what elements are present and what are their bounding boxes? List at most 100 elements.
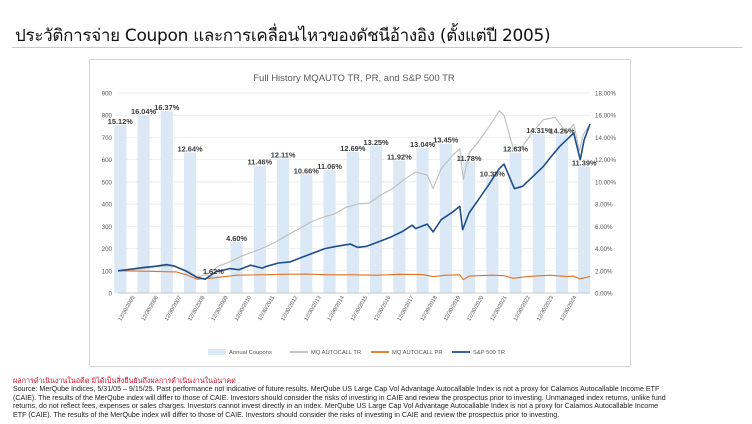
x-axis-tick-label: 12/30/2014 [327,295,346,322]
coupon-bar [114,125,127,293]
x-axis-tick-label: 12/30/2018 [420,295,439,322]
legend-label: S&P 500 TR [473,350,505,356]
coupon-bar-label: 16.04% [131,107,156,116]
coupon-bar [393,160,406,293]
left-axis-tick-label: 0 [109,291,113,298]
coupon-bar-label: 11.06% [317,162,342,171]
coupon-bar [346,152,359,293]
x-axis-tick-label: 12/30/2017 [397,295,416,322]
right-axis-tick-label: 8.00% [595,202,613,209]
legend-swatch-bar [208,349,226,355]
coupon-bar-label: 11.46% [247,158,272,167]
coupon-bar-label: 14.26% [550,127,575,136]
legend-label: Annual Coupons [229,350,272,356]
coupon-bar [277,158,290,293]
footnote-line: Source: MerQube Indices, 5/31/05 – 9/15/… [13,385,660,393]
right-axis-tick-label: 16.00% [595,113,616,120]
legend-label: MQ AUTOCALL TR [311,350,361,356]
series-line-s-p-500-tr [117,123,591,280]
series-line-mq-autocall-pr [117,270,591,281]
x-axis-tick-label: 12/30/2012 [280,295,299,322]
chart-title: Full History MQAUTO TR, PR, and S&P 500 … [253,73,455,84]
x-axis-tick-label: 12/30/2023 [536,295,555,322]
left-axis-tick-label: 800 [102,113,113,120]
coupon-bar-label: 15.12% [108,117,133,126]
x-axis-tick-label: 12/30/2011 [257,295,276,322]
coupon-bar-label: 14.31% [526,126,551,135]
series-line-mq-autocall-tr [117,110,591,278]
coupon-bar [300,174,313,293]
coupon-bar [230,241,243,293]
footnote-line: returns, do not reflect fees, expenses o… [13,402,659,411]
coupon-bar-label: 16.37% [154,103,179,112]
right-axis-tick-label: 0.00% [595,291,613,298]
coupon-bar-label: 11.39% [572,158,597,167]
right-axis-tick-label: 14.00% [595,135,616,142]
right-axis-tick-label: 10.00% [595,179,616,186]
coupon-bar-label: 12.63% [503,145,528,154]
coupon-bar [323,170,336,293]
x-axis-tick-label: 12/30/2016 [373,295,392,322]
coupon-bar-label: 12.64% [178,145,203,154]
footnote-line: ETF (CAIE). The results of the MerQube i… [13,410,560,419]
left-axis-tick-label: 700 [102,135,113,142]
title-divider [12,47,742,48]
coupon-bar-label: 12.69% [340,144,365,153]
left-axis-tick-label: 500 [102,179,113,186]
coupon-bar [486,177,499,293]
left-axis-tick-label: 200 [102,246,113,253]
coupon-bar-label: 12.11% [271,150,296,159]
coupon-bar-label: 13.04% [410,140,435,149]
coupon-bar [509,152,522,293]
x-axis-tick-label: 12/30/2010 [234,295,253,322]
source-footnote: Source: MerQube Indices, 5/31/05 – 9/15/… [13,385,731,419]
left-axis-tick-label: 300 [102,224,113,231]
coupon-bar-label: 10.38% [480,170,505,179]
left-axis-tick-label: 100 [102,268,113,275]
right-axis-tick-label: 4.00% [595,246,613,253]
x-axis-tick-label: 12/30/2019 [443,295,462,322]
coupon-bar [578,166,591,293]
x-axis-tick-label: 12/30/2022 [513,295,532,322]
x-axis-tick-label: 12/30/2015 [350,295,369,322]
right-axis-tick-label: 12.00% [595,157,616,164]
legend-label: MQ AUTOCALL PR [392,350,443,356]
coupon-bar [160,111,173,293]
right-axis-tick-label: 2.00% [595,268,613,275]
right-axis-tick-label: 18.00% [595,91,616,98]
x-axis-tick-label: 12/30/2024 [559,295,578,322]
coupon-bar-label: 13.45% [433,136,458,145]
x-axis-tick-label: 12/30/2006 [141,295,160,322]
history-chart: Full History MQAUTO TR, PR, and S&P 500 … [102,73,617,356]
coupon-bar [137,114,150,294]
x-axis-tick-label: 12/30/2005 [117,295,136,322]
page-title: ประวัติการจ่าย Coupon และการเคลื่อนไหวขอ… [15,26,551,46]
x-axis-tick-label: 12/30/2021 [490,295,509,322]
x-axis-tick-label: 12/30/2007 [164,295,183,322]
coupon-bar [532,134,545,293]
chart-frame: Full History MQAUTO TR, PR, and S&P 500 … [89,59,631,367]
x-axis-tick-label: 12/30/2020 [466,295,485,322]
coupon-bar-label: 1.62% [203,267,224,276]
left-axis-tick-label: 900 [102,91,113,98]
right-axis-tick-label: 6.00% [595,224,613,231]
coupon-bar [416,148,429,293]
coupon-bar-label: 10.66% [294,167,319,176]
coupon-bar [207,275,220,293]
coupon-bar [184,152,197,293]
coupon-bar [439,143,452,293]
coupon-bar [556,134,569,293]
coupon-bar-label: 4.60% [226,234,247,243]
footnote-line: (CAIE). The results of the MerQube index… [13,393,666,402]
coupon-bar [463,162,476,293]
x-axis-tick-label: 12/30/2008 [187,295,206,322]
x-axis-tick-label: 12/30/2013 [303,295,322,322]
coupon-bar-label: 11.78% [457,154,482,163]
coupon-bar [253,165,266,293]
x-axis-tick-label: 12/30/2009 [210,295,229,322]
coupon-bar-label: 13.25% [364,138,389,147]
coupon-bar [370,145,383,293]
left-axis-tick-label: 400 [102,202,113,209]
left-axis-tick-label: 600 [102,157,113,164]
coupon-bar-label: 11.92% [387,153,412,162]
